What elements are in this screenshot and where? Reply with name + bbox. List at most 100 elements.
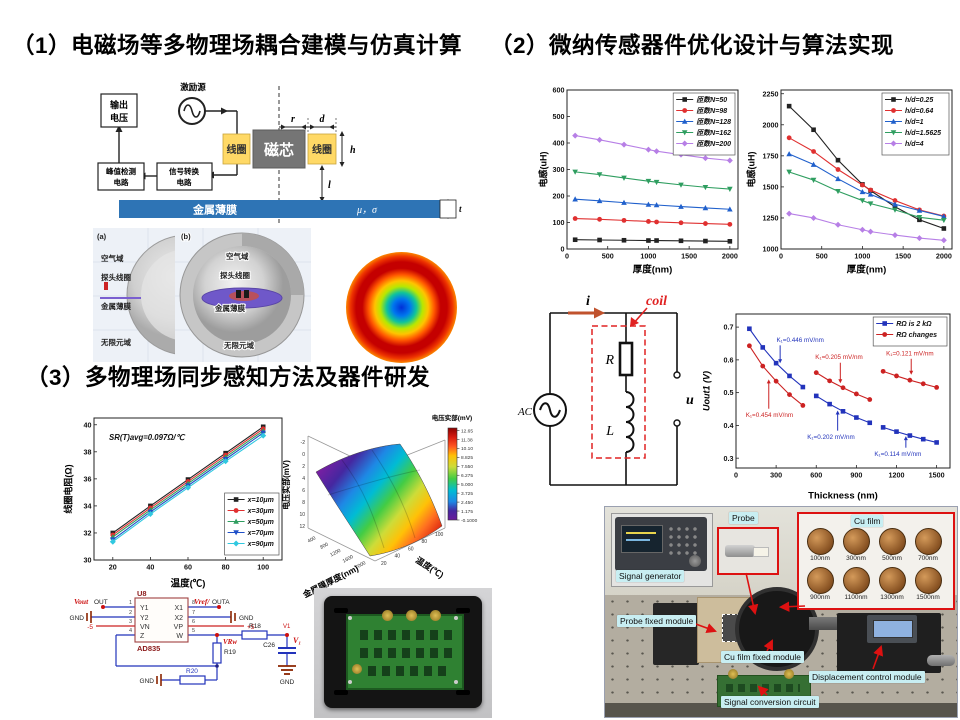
svg-text:匝数N=98: 匝数N=98 (696, 106, 727, 115)
svg-text:38: 38 (84, 447, 92, 456)
cu-film-sample: 1500nm (910, 567, 946, 606)
svg-text:C26: C26 (263, 642, 275, 649)
svg-text:VN: VN (140, 624, 150, 631)
svg-text:2000: 2000 (763, 120, 779, 129)
cu-film-sample: 500nm (874, 528, 910, 567)
svg-text:12: 12 (299, 524, 305, 530)
signal-conversion-circuit-label: Signal conversion circuit (721, 696, 819, 708)
svg-text:μ，σ: μ，σ (356, 205, 378, 216)
svg-text:x=70μm: x=70μm (247, 530, 274, 537)
svg-text:X2: X2 (174, 615, 183, 622)
svg-text:匝数N=162: 匝数N=162 (696, 128, 731, 137)
svg-text:0: 0 (302, 452, 305, 458)
svg-text:厚度(nm): 厚度(nm) (633, 264, 673, 276)
uout-vs-thickness-chart: 0 300 600 900 1200 1500 0.3 0.4 0.5 0.6 … (702, 313, 951, 502)
svg-text:5.000: 5.000 (461, 482, 473, 488)
svg-text:40: 40 (395, 554, 401, 560)
svg-text:h: h (350, 145, 356, 156)
svg-text:厚度(nm): 厚度(nm) (847, 264, 887, 276)
heading-2: （2）微纳传感器件优化设计与算法实现 (490, 33, 895, 58)
bracket (653, 603, 699, 665)
svg-text:12.65: 12.65 (461, 428, 473, 434)
svg-text:GND: GND (70, 615, 85, 622)
svg-text:X1: X1 (174, 605, 183, 612)
svg-text:U8: U8 (137, 590, 147, 598)
svg-text:5: 5 (192, 628, 195, 634)
colorbar (447, 427, 458, 521)
svg-text:200: 200 (553, 192, 565, 201)
fem-model-figure: (a) 空气域 探头线圈 金属薄膜 无限元域 (b) 空气域 探头线圈 金属薄膜… (93, 228, 311, 362)
svg-text:300: 300 (553, 165, 565, 174)
svg-text:0.3: 0.3 (724, 454, 734, 463)
pcb-photo (314, 588, 492, 718)
svg-text:信号转换: 信号转换 (169, 166, 199, 176)
svg-text:W: W (176, 633, 183, 640)
svg-text:500: 500 (602, 252, 614, 261)
svg-text:1500: 1500 (681, 252, 697, 261)
svg-text:1: 1 (129, 600, 132, 606)
cu-film-sample: 1300nm (874, 567, 910, 606)
svg-text:u: u (686, 393, 694, 408)
svg-text:电压实部(mV): 电压实部(mV) (432, 413, 472, 422)
svg-text:(a): (a) (97, 232, 107, 241)
svg-text:h/d=1.5625: h/d=1.5625 (905, 130, 941, 137)
metal-film-bar (119, 200, 440, 218)
svg-text:t: t (459, 204, 462, 214)
svg-text:V₁: V₁ (293, 636, 301, 645)
svg-text:1200: 1200 (329, 548, 342, 559)
svg-text:温度(℃): 温度(℃) (414, 555, 446, 580)
inductance-vs-thickness-turns-chart: 0 500 1000 1500 2000 0 100 200 300 400 5… (538, 86, 739, 276)
svg-text:Thickness (nm): Thickness (nm) (808, 491, 878, 502)
svg-text:3.725: 3.725 (461, 491, 473, 497)
svg-text:0.6: 0.6 (724, 355, 734, 364)
svg-text:-0.1000: -0.1000 (461, 518, 478, 524)
svg-text:300: 300 (770, 471, 782, 480)
svg-text:l: l (328, 180, 331, 191)
svg-text:10: 10 (299, 512, 305, 518)
chip-body (134, 597, 189, 643)
coil-resistance-vs-temperature-chart: 20 40 60 80 100 30 32 34 36 38 40 温度(℃) 线圈… (63, 417, 283, 590)
cu-film-sample: 300nm (838, 528, 874, 567)
svg-text:20: 20 (109, 563, 117, 572)
svg-text:100: 100 (553, 218, 565, 227)
svg-text:7.550: 7.550 (461, 464, 473, 470)
svg-text:2000: 2000 (936, 252, 952, 261)
digital-readout (867, 615, 917, 643)
heading-1: （1）电磁场等多物理场耦合建模与仿真计算 (12, 33, 463, 58)
probe-fixed-module-label: Probe fixed module (617, 615, 697, 627)
cu-film-label: Cu film (851, 515, 884, 527)
svg-text:探头线圈: 探头线圈 (101, 272, 131, 282)
svg-text:电感(uH): 电感(uH) (746, 152, 757, 188)
svg-text:金属薄膜: 金属薄膜 (192, 203, 237, 217)
inductor-L (625, 391, 635, 453)
svg-text:电感(uH): 电感(uH) (538, 152, 549, 188)
svg-text:RΩ is 2 kΩ: RΩ is 2 kΩ (896, 321, 932, 328)
svg-text:i: i (586, 294, 590, 309)
svg-text:峰值检测: 峰值检测 (106, 166, 136, 176)
svg-text:Y1: Y1 (140, 605, 149, 612)
svg-text:Z: Z (140, 633, 145, 640)
probe-structure-diagram: 输出 电压 激励源 线圈 磁芯 线圈 r d h l 峰值检测 (97, 82, 462, 226)
svg-text:空气域: 空气域 (226, 251, 249, 261)
annotation-arrows (692, 572, 884, 697)
svg-text:+5: +5 (247, 624, 255, 631)
svg-text:40: 40 (146, 563, 154, 572)
svg-text:r: r (291, 114, 295, 125)
svg-text:K₁=0.202 mV/nm: K₁=0.202 mV/nm (807, 434, 854, 441)
svg-text:1000: 1000 (763, 245, 779, 254)
excitation-label: 激励源 (180, 82, 206, 92)
svg-text:(b): (b) (181, 232, 191, 241)
svg-text:600: 600 (553, 86, 565, 95)
svg-text:x=90μm: x=90μm (247, 541, 274, 548)
svg-text:4: 4 (129, 628, 132, 634)
svg-text:400: 400 (307, 535, 317, 544)
svg-text:-2: -2 (301, 440, 306, 446)
svg-text:x=10μm: x=10μm (247, 497, 274, 504)
svg-text:2000: 2000 (722, 252, 738, 261)
svg-text:OUT: OUT (94, 599, 108, 606)
svg-text:输出: 输出 (110, 99, 128, 110)
cu-film-sample: 1100nm (838, 567, 874, 606)
svg-text:32: 32 (84, 529, 92, 538)
svg-text:Uout1 (V): Uout1 (V) (702, 371, 712, 411)
svg-text:匝数N=50: 匝数N=50 (696, 95, 727, 104)
